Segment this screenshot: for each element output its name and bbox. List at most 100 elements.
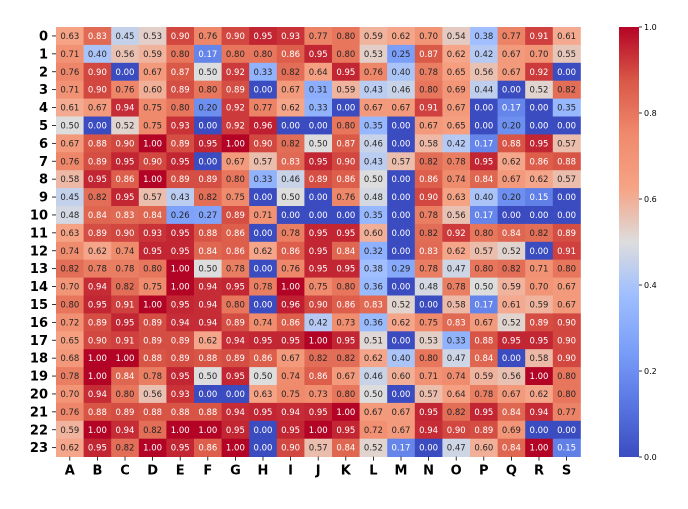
heatmap-cell [387, 188, 416, 207]
heatmap-cell-value: 0.92 [447, 229, 466, 239]
heatmap-cell [83, 188, 112, 207]
heatmap-cell [552, 295, 581, 314]
column-tick-label: O [451, 464, 462, 479]
row-tick-label: 17 [30, 334, 48, 349]
row-tick-label: 18 [30, 352, 48, 367]
heatmap-cell-value: 0.91 [116, 300, 135, 310]
heatmap-cell [83, 206, 112, 225]
heatmap-cell-value: 0.93 [171, 390, 190, 400]
heatmap-cell [332, 206, 360, 225]
heatmap-cell-value: 0.95 [88, 300, 107, 310]
heatmap-cell [276, 134, 305, 153]
heatmap-cell [359, 188, 388, 207]
heatmap-cell [83, 80, 112, 99]
heatmap-cell [194, 331, 222, 350]
heatmap-cell-value: 0.70 [530, 283, 549, 293]
heatmap-cell [470, 277, 498, 296]
heatmap-cell-value: 0.65 [60, 336, 79, 346]
heatmap-cell-value: 0.88 [198, 354, 217, 364]
heatmap-cell-value: 0.89 [88, 229, 107, 239]
heatmap-cell [332, 188, 360, 207]
heatmap-cell [276, 349, 305, 368]
heatmap-cell-value: 0.67 [364, 408, 383, 418]
column-tick-label: J [315, 464, 321, 479]
heatmap-cell-value: 0.96 [281, 300, 300, 310]
heatmap-cell [249, 80, 278, 99]
heatmap-cell-value: 0.00 [502, 86, 521, 96]
heatmap-cell [83, 331, 112, 350]
heatmap-cell [414, 27, 443, 46]
row-tick-label: 11 [30, 226, 48, 241]
heatmap-cell-value: 0.67 [88, 104, 107, 114]
heatmap-cell-value: 0.94 [171, 318, 190, 328]
heatmap-cell-value: 0.74 [447, 175, 466, 185]
heatmap-cell-value: 0.80 [60, 300, 79, 310]
heatmap-cell [414, 241, 443, 261]
heatmap-cell-value: 0.29 [392, 265, 411, 275]
heatmap-cell [497, 367, 526, 386]
heatmap-cell [359, 295, 388, 314]
heatmap-cell [194, 98, 222, 117]
heatmap-cell [414, 152, 443, 171]
heatmap-cell [138, 116, 167, 135]
heatmap-cell-value: 1.00 [143, 300, 162, 310]
heatmap-cell [249, 259, 278, 278]
heatmap-cell-value: 0.56 [116, 50, 135, 60]
heatmap-cell [249, 188, 278, 207]
heatmap-cell-value: 0.76 [198, 32, 217, 42]
heatmap-cell-value: 0.00 [254, 300, 273, 310]
heatmap-cell [359, 80, 388, 99]
colorbar-tick-label: 1.0 [644, 23, 657, 32]
heatmap-cell [442, 349, 471, 368]
heatmap-cell [525, 259, 554, 278]
heatmap-cell [276, 152, 305, 171]
heatmap-cell-value: 0.52 [502, 247, 521, 257]
heatmap-cell-value: 0.87 [171, 68, 190, 78]
heatmap-cell-value: 0.86 [281, 50, 300, 60]
heatmap-cell-value: 1.00 [309, 336, 328, 346]
heatmap-cell-value: 0.82 [88, 193, 107, 203]
heatmap-cell-value: 0.78 [447, 157, 466, 167]
heatmap-cell [111, 313, 140, 332]
heatmap-cell-value: 0.00 [254, 229, 273, 239]
heatmap-cell-value: 0.90 [557, 318, 576, 328]
heatmap-cell-value: 0.00 [336, 104, 355, 114]
heatmap-cell [470, 223, 498, 243]
heatmap-cell-value: 0.90 [88, 86, 107, 96]
column-tick-label: B [92, 464, 102, 479]
heatmap-cell [470, 331, 498, 350]
heatmap-cell-value: 0.62 [530, 175, 549, 185]
heatmap-cell-value: 0.62 [447, 247, 466, 257]
heatmap-cell [442, 385, 471, 404]
heatmap-cell [249, 438, 278, 457]
row-tick-label: 15 [30, 298, 48, 313]
heatmap-cell [497, 188, 526, 207]
row-tick-label: 16 [30, 316, 48, 331]
heatmap-cell [194, 241, 222, 261]
heatmap-cell [552, 313, 581, 332]
heatmap-cell [470, 80, 498, 99]
heatmap-cell-value: 0.33 [309, 104, 328, 114]
heatmap-cell [111, 295, 140, 314]
heatmap-cell-value: 0.91 [557, 247, 576, 257]
heatmap-cell [552, 206, 581, 225]
heatmap-cell-value: 0.17 [198, 50, 217, 60]
heatmap-cell-value: 0.00 [557, 68, 576, 78]
heatmap-cell-value: 0.20 [198, 104, 217, 114]
heatmap-cell-value: 0.86 [226, 247, 245, 257]
heatmap-cell-value: 0.45 [116, 32, 135, 42]
heatmap-cell [332, 241, 360, 261]
heatmap-cell [194, 420, 222, 440]
heatmap-cell-value: 1.00 [171, 426, 190, 436]
heatmap-cell-value: 0.58 [60, 175, 79, 185]
heatmap-cell-value: 0.92 [530, 68, 549, 78]
heatmap-cell-value: 0.80 [336, 283, 355, 293]
heatmap-cell [442, 188, 471, 207]
heatmap-cell-value: 0.00 [530, 104, 549, 114]
heatmap-cell [83, 349, 112, 368]
heatmap-cell [552, 349, 581, 368]
heatmap-cell [359, 420, 388, 440]
colorbar-tick-label: 0.4 [644, 281, 657, 290]
